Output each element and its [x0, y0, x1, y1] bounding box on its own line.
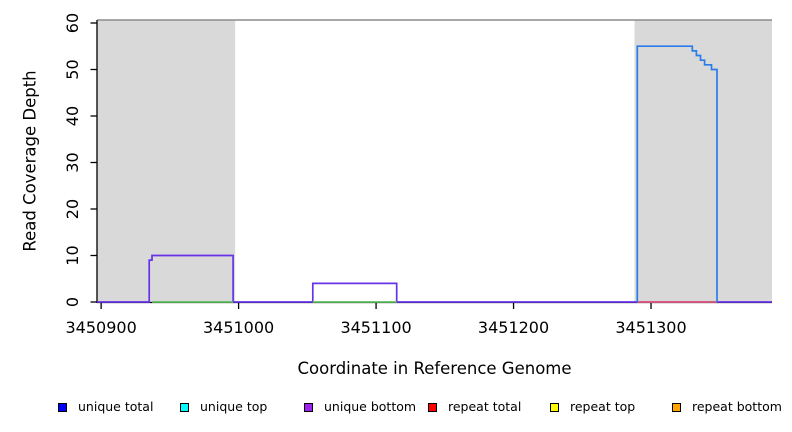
legend-item-repeat-bottom: repeat bottom [672, 399, 782, 415]
repeat-region-left [97, 20, 236, 303]
legend-label-unique-total: unique total [78, 399, 154, 414]
legend-item-unique-total: unique total [58, 399, 153, 415]
series-unique-total-peak [636, 45, 718, 302]
y-tick-label: 30 [63, 152, 82, 172]
x-tick-label: 3451100 [340, 318, 411, 337]
x-tick-label: 3451200 [478, 318, 549, 337]
y-axis-title: Read Coverage Depth [20, 70, 40, 252]
legend-item-unique-bottom: unique bottom [304, 399, 416, 415]
legend-item-unique-top: unique top [180, 399, 267, 415]
legend-item-repeat-top: repeat top [550, 399, 635, 415]
repeat-region-right [634, 20, 772, 303]
y-tick-label: 40 [63, 106, 82, 126]
legend-swatch-repeat-total [428, 402, 437, 412]
legend-swatch-unique-total [58, 402, 67, 412]
legend-item-repeat-total: repeat total [428, 399, 521, 415]
legend-label-unique-top: unique top [200, 399, 268, 414]
y-tick-label: 10 [63, 245, 82, 265]
x-tick-label: 3451000 [203, 318, 274, 337]
legend-label-repeat-total: repeat total [448, 399, 522, 414]
y-tick-label: 50 [63, 59, 82, 79]
x-tick-label: 3450900 [65, 318, 136, 337]
y-tick-label: 20 [63, 199, 82, 219]
x-tick-label: 3451300 [615, 318, 686, 337]
y-tick-label: 0 [63, 297, 82, 307]
legend-label-repeat-top: repeat top [570, 399, 636, 414]
series-unique-coverage-steps [97, 254, 772, 303]
legend: unique total unique top unique bottom repea… [0, 399, 792, 417]
legend-label-unique-bottom: unique bottom [324, 399, 417, 414]
legend-swatch-repeat-top [550, 402, 559, 412]
legend-swatch-unique-top [180, 402, 189, 412]
x-axis-title: Coordinate in Reference Genome [297, 359, 572, 378]
legend-label-repeat-bottom: repeat bottom [692, 399, 782, 414]
legend-swatch-unique-bottom [304, 402, 313, 412]
legend-swatch-repeat-bottom [672, 402, 681, 412]
y-tick-label: 60 [63, 13, 82, 33]
